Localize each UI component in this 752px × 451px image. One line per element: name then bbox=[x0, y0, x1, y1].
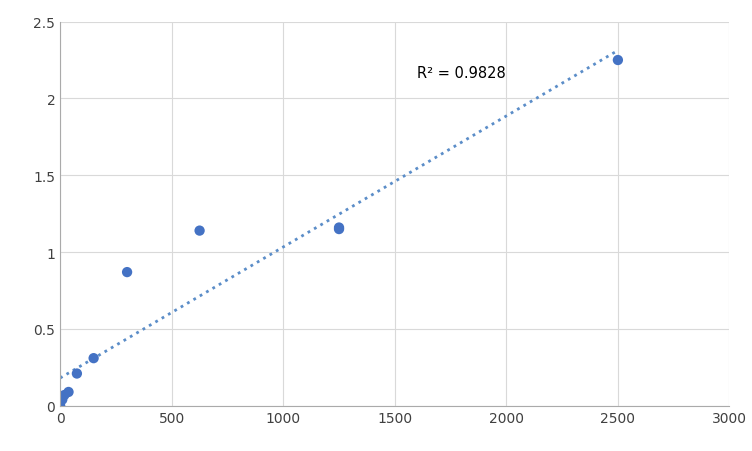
Point bbox=[193, 227, 205, 235]
Point bbox=[333, 226, 345, 233]
Point bbox=[333, 225, 345, 232]
Point bbox=[62, 388, 74, 396]
Point bbox=[59, 391, 71, 399]
Text: R² = 0.9828: R² = 0.9828 bbox=[417, 66, 506, 81]
Point bbox=[56, 396, 68, 403]
Point bbox=[612, 57, 624, 64]
Point bbox=[87, 355, 99, 362]
Point bbox=[54, 402, 66, 410]
Point bbox=[121, 269, 133, 276]
Point bbox=[71, 370, 83, 377]
